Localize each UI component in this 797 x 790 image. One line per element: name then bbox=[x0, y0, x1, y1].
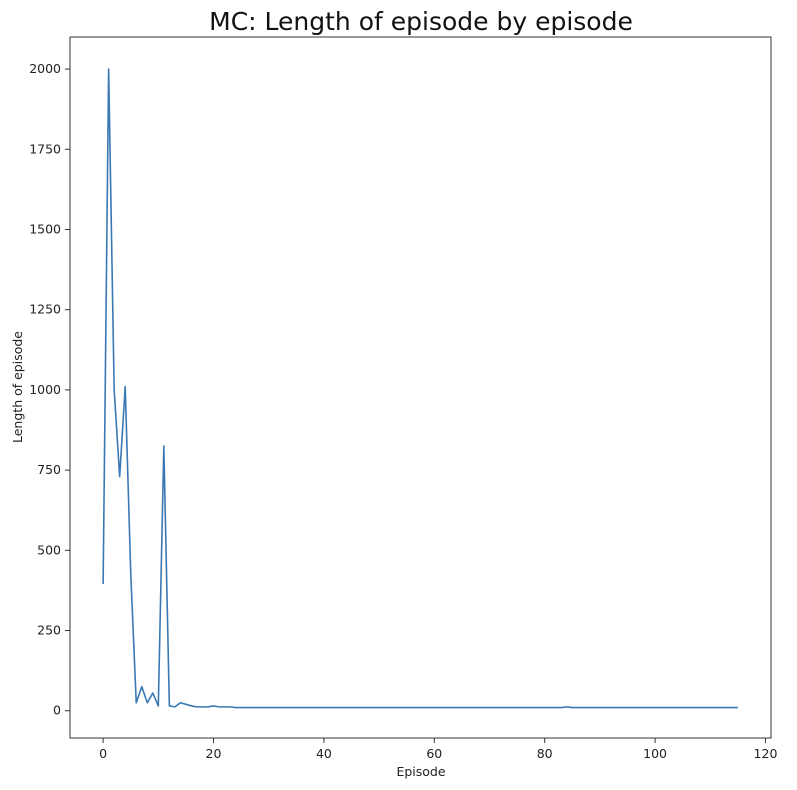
y-tick-label: 0 bbox=[53, 703, 61, 718]
y-axis-label: Length of episode bbox=[10, 331, 25, 443]
y-tick-label: 500 bbox=[37, 542, 61, 557]
x-axis-label: Episode bbox=[396, 764, 445, 779]
y-tick-label: 1500 bbox=[29, 221, 61, 236]
x-tick-label: 40 bbox=[316, 746, 332, 761]
y-tick-label: 1750 bbox=[29, 141, 61, 156]
x-tick-label: 100 bbox=[643, 746, 667, 761]
x-tick-label: 60 bbox=[426, 746, 442, 761]
x-tick-label: 120 bbox=[754, 746, 778, 761]
x-tick-label: 80 bbox=[537, 746, 553, 761]
series-layer bbox=[102, 68, 738, 709]
x-tick-label: 0 bbox=[99, 746, 107, 761]
y-tick-label: 750 bbox=[37, 462, 61, 477]
series-line bbox=[102, 68, 738, 709]
y-tick-label: 1250 bbox=[29, 302, 61, 317]
y-tick-label: 1000 bbox=[29, 382, 61, 397]
plot-area-frame bbox=[69, 36, 772, 739]
y-tick-label: 250 bbox=[37, 623, 61, 638]
x-tick-label: 20 bbox=[206, 746, 222, 761]
chart-title: MC: Length of episode by episode bbox=[209, 7, 633, 36]
y-tick-label: 2000 bbox=[29, 61, 61, 76]
axis-ticks: 0 20 40 60 80 100 120 0 250 500 750 1000 1250 1500 175… bbox=[29, 61, 777, 761]
